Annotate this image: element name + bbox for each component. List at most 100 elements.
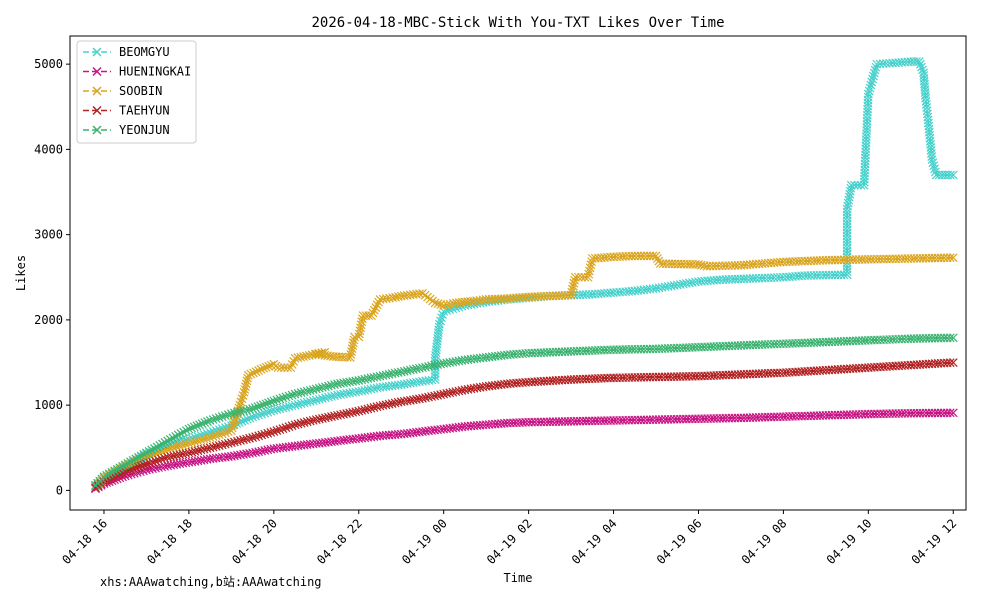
data-point: [945, 253, 955, 263]
data-point: [120, 460, 130, 470]
legend-marker: [92, 105, 102, 116]
data-point: [187, 423, 196, 433]
data-point: [149, 443, 159, 453]
legend-item-soobin: SOOBIN: [83, 84, 162, 98]
data-point: [110, 466, 120, 476]
data-point: [945, 408, 955, 418]
data-point: [187, 438, 197, 448]
x-axis: 04-18 16 04-18 18 04-18 20 04-18 22 04-19 00…: [59, 510, 959, 567]
legend-item-taehyun: TAEHYUN: [83, 104, 170, 118]
data-point: [867, 77, 877, 87]
data-point: [200, 418, 210, 428]
data-point: [123, 466, 133, 476]
data-point: [253, 402, 263, 412]
data-point: [245, 413, 255, 423]
data-point: [241, 379, 251, 389]
data-point: [214, 430, 224, 440]
data-point: [654, 256, 664, 266]
data-point: [269, 427, 279, 436]
y-axis-label: Likes: [14, 255, 28, 291]
data-point: [948, 358, 958, 367]
data-point: [249, 368, 258, 378]
y-tick-label: 3000: [34, 228, 63, 242]
data-point: [102, 470, 112, 480]
data-point: [205, 416, 215, 425]
data-point: [945, 333, 955, 343]
data-point: [243, 370, 253, 380]
data-point: [190, 437, 200, 447]
data-point: [915, 59, 925, 69]
data-point: [261, 399, 271, 409]
data-point: [173, 430, 183, 440]
data-point: [181, 439, 191, 449]
data-point: [99, 472, 109, 482]
data-point: [160, 438, 170, 447]
legend-label: HUENINGKAI: [119, 65, 191, 79]
data-point: [272, 395, 282, 405]
data-point: [245, 433, 254, 443]
data-point: [237, 416, 247, 426]
data-point: [278, 393, 288, 403]
y-axis: 0 1000 2000 3000 4000 5000: [34, 57, 70, 497]
x-tick-label: 04-18 18: [144, 516, 195, 567]
data-point: [179, 427, 189, 437]
data-point: [263, 407, 273, 417]
data-point: [368, 308, 378, 318]
data-point: [199, 434, 209, 444]
data-point: [142, 448, 151, 458]
data-point: [171, 432, 181, 441]
data-point: [227, 423, 237, 433]
data-point: [115, 469, 125, 479]
data-point: [948, 253, 958, 263]
data-point: [202, 433, 212, 443]
data-point: [435, 319, 444, 329]
data-point: [254, 366, 263, 375]
data-point: [264, 361, 274, 371]
data-point: [570, 272, 580, 282]
data-point: [139, 449, 149, 459]
data-point: [147, 445, 157, 455]
data-point: [155, 440, 165, 450]
data-point: [266, 427, 276, 437]
data-point: [430, 298, 440, 308]
data-point: [275, 394, 285, 404]
data-point: [163, 436, 173, 446]
data-point: [314, 348, 324, 358]
data-point: [241, 382, 250, 392]
data-point: [172, 442, 182, 452]
data-point: [220, 428, 230, 438]
data-point: [870, 65, 880, 75]
data-point: [226, 426, 236, 436]
data-point: [148, 457, 157, 467]
legend-item-hueningkai: HUENINGKAI: [83, 65, 191, 79]
data-point: [168, 433, 178, 443]
x-axis-label: Time: [504, 571, 533, 585]
data-point: [866, 80, 876, 90]
data-point: [287, 421, 297, 431]
data-point: [261, 362, 271, 372]
data-point: [242, 376, 252, 386]
series-taehyun: [91, 358, 958, 493]
data-point: [217, 429, 227, 439]
legend-label: BEOMGYU: [119, 45, 170, 59]
data-point: [574, 272, 583, 282]
data-point: [651, 251, 661, 261]
series-hueningkai: [91, 408, 958, 494]
legend-label: TAEHYUN: [119, 104, 170, 118]
data-point: [850, 180, 859, 190]
data-point: [278, 424, 288, 434]
data-point: [248, 412, 258, 422]
data-point: [436, 316, 445, 326]
data-point: [142, 459, 151, 469]
data-point: [240, 385, 250, 394]
data-point: [196, 435, 206, 445]
data-point: [259, 363, 269, 373]
data-point: [145, 458, 154, 468]
data-point: [250, 403, 260, 413]
data-point: [918, 65, 927, 75]
series-beomgyu: [91, 57, 958, 491]
data-point: [433, 299, 443, 309]
data-point: [104, 469, 114, 479]
y-tick-label: 2000: [34, 313, 63, 327]
data-point: [256, 364, 266, 374]
